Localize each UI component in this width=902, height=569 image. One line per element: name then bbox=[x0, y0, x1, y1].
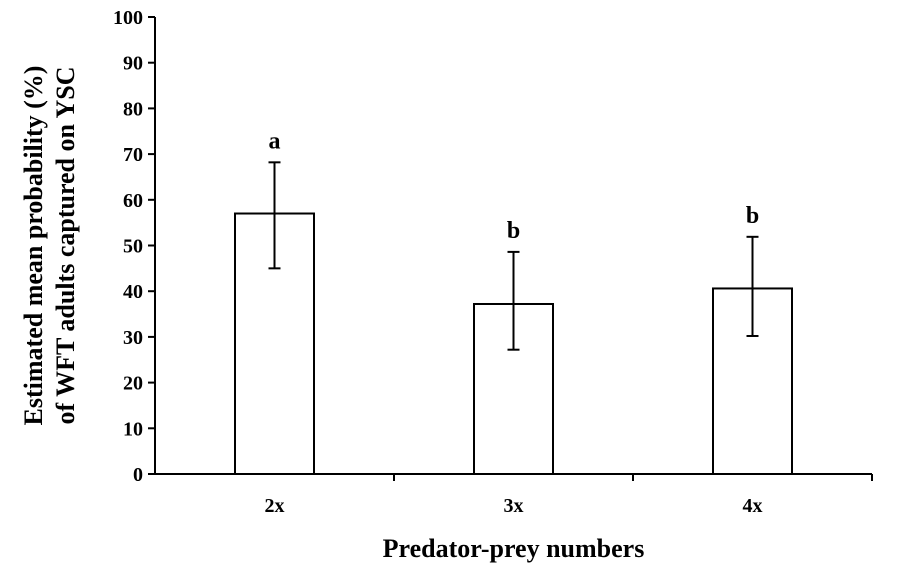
y-tick-label: 80 bbox=[123, 98, 143, 120]
bar bbox=[234, 212, 315, 475]
y-axis-title-line: of WFT adults captured on YSC bbox=[51, 66, 80, 424]
y-tick-label: 0 bbox=[133, 464, 143, 486]
y-tick-label: 30 bbox=[123, 327, 143, 349]
bar bbox=[473, 302, 554, 475]
significance-letter: a bbox=[269, 128, 281, 154]
y-tick-label: 60 bbox=[123, 190, 143, 212]
significance-letter: b bbox=[507, 218, 520, 244]
x-tick-label: 4x bbox=[743, 495, 763, 517]
y-tick-label: 10 bbox=[123, 418, 143, 440]
y-axis-title-line: Estimated mean probability (%) bbox=[19, 66, 48, 426]
x-axis-title: Predator-prey numbers bbox=[383, 534, 645, 563]
y-tick-label: 90 bbox=[123, 53, 143, 75]
x-axis-ticks: 2x 3x 4x bbox=[265, 474, 873, 517]
y-axis-title: Estimated mean probability (%) of WFT adu… bbox=[19, 66, 80, 426]
significance-letter: b bbox=[746, 203, 759, 229]
y-tick-label: 100 bbox=[113, 7, 143, 29]
significance-letters: a b b bbox=[269, 128, 760, 244]
y-axis-ticks: 0 10 20 30 40 50 60 70 80 90 100 bbox=[113, 7, 155, 486]
y-tick-label: 20 bbox=[123, 373, 143, 395]
x-tick-label: 3x bbox=[504, 495, 524, 517]
y-tick-label: 50 bbox=[123, 236, 143, 258]
y-tick-label: 40 bbox=[123, 281, 143, 303]
x-tick-label: 2x bbox=[265, 495, 285, 517]
y-tick-label: 70 bbox=[123, 144, 143, 166]
error-bars bbox=[268, 161, 759, 351]
